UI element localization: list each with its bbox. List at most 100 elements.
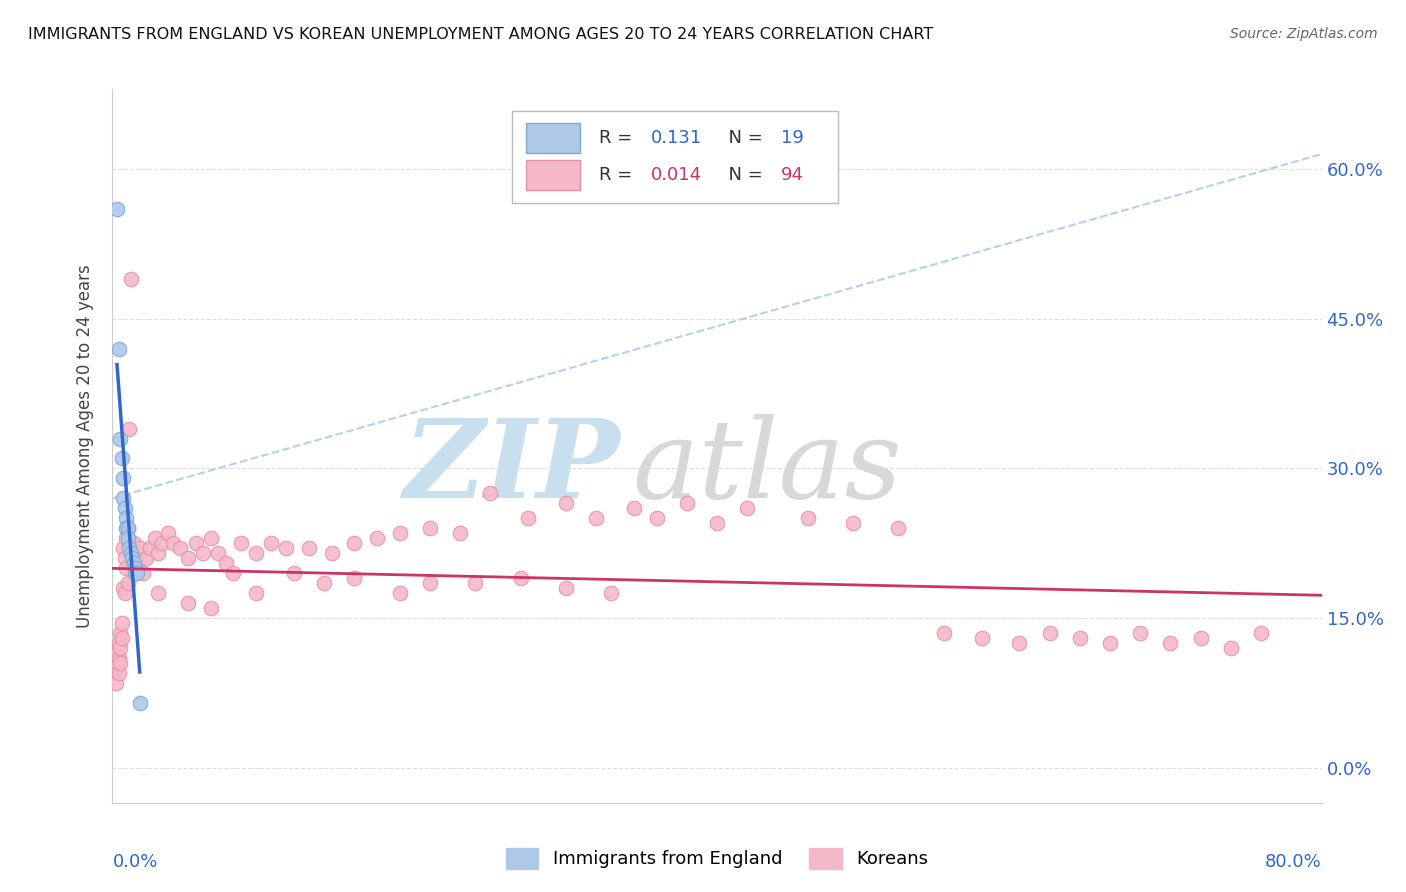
- Point: [366, 531, 388, 545]
- Point: [554, 581, 576, 595]
- Point: [112, 491, 135, 506]
- Point: [215, 556, 238, 570]
- Point: [107, 651, 129, 665]
- Point: [105, 646, 128, 660]
- Text: 19: 19: [782, 128, 804, 146]
- Point: [105, 656, 128, 670]
- Point: [124, 566, 146, 581]
- Point: [124, 561, 146, 575]
- Point: [706, 516, 728, 531]
- Point: [115, 521, 138, 535]
- Point: [314, 576, 336, 591]
- Point: [112, 471, 135, 485]
- Point: [177, 551, 200, 566]
- Point: [122, 536, 145, 550]
- Point: [103, 651, 125, 665]
- Point: [108, 432, 131, 446]
- Point: [108, 641, 131, 656]
- Point: [115, 531, 138, 545]
- Point: [120, 272, 142, 286]
- Point: [118, 421, 141, 435]
- Point: [146, 586, 169, 600]
- Point: [110, 451, 132, 466]
- Point: [107, 636, 129, 650]
- Point: [127, 546, 149, 560]
- Point: [229, 536, 252, 550]
- Text: N =: N =: [717, 128, 769, 146]
- Text: N =: N =: [717, 166, 769, 184]
- Point: [276, 541, 298, 556]
- Point: [125, 566, 148, 581]
- Point: [283, 566, 305, 581]
- Point: [107, 342, 129, 356]
- Point: [124, 546, 146, 560]
- Point: [146, 546, 169, 560]
- Point: [887, 521, 910, 535]
- Point: [245, 586, 267, 600]
- Point: [105, 202, 128, 216]
- Point: [112, 581, 135, 595]
- Point: [260, 536, 283, 550]
- Text: R =: R =: [599, 166, 637, 184]
- Point: [737, 501, 759, 516]
- Point: [117, 531, 139, 545]
- Point: [169, 541, 191, 556]
- Point: [509, 571, 531, 585]
- Text: 0.131: 0.131: [651, 128, 702, 146]
- Point: [517, 511, 540, 525]
- Point: [184, 536, 207, 550]
- Point: [419, 521, 441, 535]
- Point: [479, 486, 502, 500]
- Point: [132, 566, 155, 581]
- Point: [796, 511, 818, 525]
- Point: [449, 526, 471, 541]
- Point: [117, 521, 139, 535]
- Point: [103, 666, 125, 681]
- Point: [107, 666, 129, 681]
- Text: 0.0%: 0.0%: [112, 853, 157, 871]
- Point: [110, 616, 132, 631]
- Point: [388, 586, 411, 600]
- Text: 0.014: 0.014: [651, 166, 702, 184]
- Point: [120, 546, 142, 560]
- Point: [114, 586, 136, 600]
- FancyBboxPatch shape: [512, 111, 838, 203]
- Point: [1069, 631, 1091, 645]
- Point: [117, 576, 139, 591]
- Point: [842, 516, 865, 531]
- Point: [1129, 626, 1152, 640]
- Text: atlas: atlas: [633, 414, 903, 521]
- Point: [464, 576, 486, 591]
- Point: [298, 541, 321, 556]
- Point: [104, 676, 127, 690]
- Point: [585, 511, 607, 525]
- Point: [191, 546, 214, 560]
- Point: [122, 556, 145, 570]
- Point: [207, 546, 229, 560]
- Point: [1220, 641, 1243, 656]
- Point: [1189, 631, 1212, 645]
- Text: 94: 94: [782, 166, 804, 184]
- Bar: [526, 160, 581, 190]
- Point: [121, 546, 143, 560]
- Point: [675, 496, 697, 510]
- Point: [104, 641, 127, 656]
- Point: [970, 631, 993, 645]
- Point: [150, 536, 173, 550]
- Point: [110, 631, 132, 645]
- Point: [623, 501, 645, 516]
- Point: [112, 541, 135, 556]
- Point: [125, 556, 148, 570]
- Point: [114, 501, 136, 516]
- Point: [143, 531, 166, 545]
- Text: ZIP: ZIP: [404, 414, 620, 521]
- Point: [343, 571, 366, 585]
- Y-axis label: Unemployment Among Ages 20 to 24 years: Unemployment Among Ages 20 to 24 years: [76, 264, 94, 628]
- Point: [200, 531, 222, 545]
- Point: [645, 511, 668, 525]
- Point: [177, 596, 200, 610]
- Point: [114, 551, 136, 566]
- Bar: [526, 123, 581, 153]
- Text: IMMIGRANTS FROM ENGLAND VS KOREAN UNEMPLOYMENT AMONG AGES 20 TO 24 YEARS CORRELA: IMMIGRANTS FROM ENGLAND VS KOREAN UNEMPL…: [28, 27, 934, 42]
- Point: [121, 551, 143, 566]
